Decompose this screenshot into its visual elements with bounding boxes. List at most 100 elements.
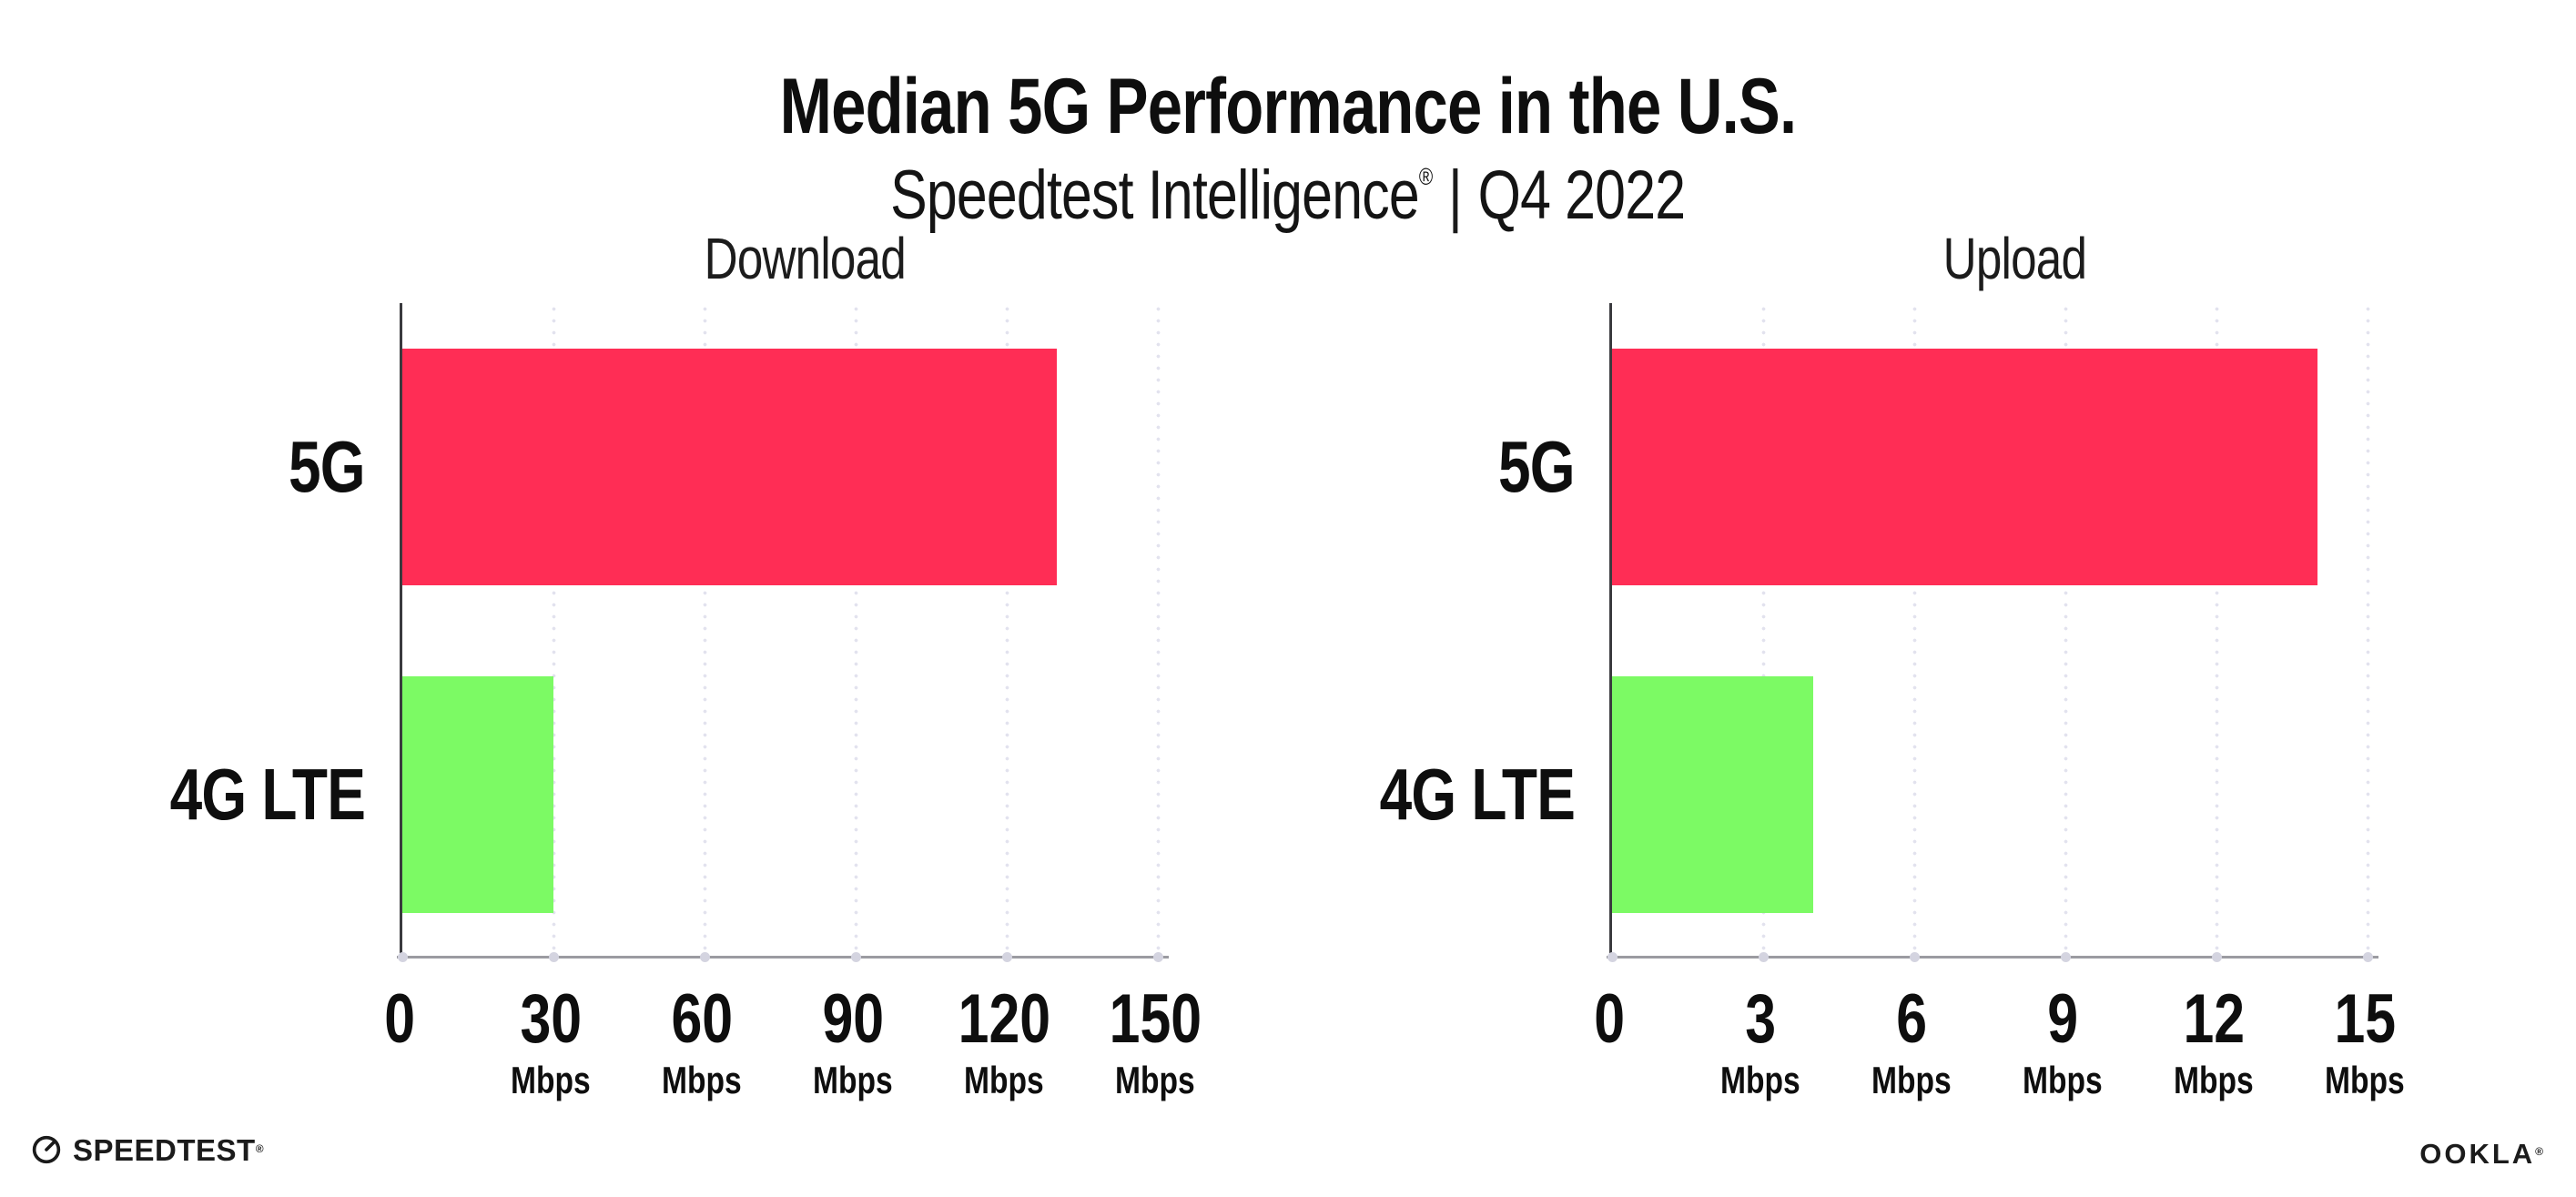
- axis-tick-dot-6: [1910, 952, 1920, 962]
- gridline-90: [854, 303, 858, 957]
- axis-tick-dot-30: [549, 952, 559, 962]
- x-tick-unit-text: Mbps: [813, 1059, 893, 1101]
- x-tick-label-12: 12 Mbps: [2114, 985, 2314, 1100]
- chart-panel-upload: Upload 0 3 Mbps 6 Mbps 9 Mbps 12 Mbps 15 Mbps 5G 4G …: [1209, 218, 2474, 1129]
- x-tick-value: 0: [299, 985, 500, 1054]
- gridline-15: [2366, 303, 2370, 957]
- x-tick-unit-text: Mbps: [662, 1059, 742, 1101]
- x-tick-label-90: 90 Mbps: [753, 985, 953, 1100]
- x-tick-label-30: 30 Mbps: [451, 985, 651, 1100]
- chart-title-upload: Upload: [1637, 229, 2392, 288]
- x-tick-value-text: 150: [1109, 980, 1202, 1058]
- axis-tick-dot-60: [700, 952, 710, 962]
- x-tick-value: 0: [1509, 985, 1709, 1054]
- category-label-text: 5G: [1498, 426, 1576, 507]
- x-tick-unit: Mbps: [1660, 1061, 1861, 1100]
- gauge-icon: [32, 1135, 61, 1164]
- x-tick-value-text: 30: [520, 980, 582, 1058]
- x-tick-value: 15: [2265, 985, 2465, 1054]
- axis-tick-dot-0: [1607, 952, 1618, 962]
- axis-tick-dot-3: [1759, 952, 1769, 962]
- axis-tick-dot-9: [2061, 952, 2071, 962]
- x-tick-value-text: 60: [671, 980, 733, 1058]
- x-tick-value-text: 15: [2334, 980, 2396, 1058]
- category-label-5g: 5G: [1209, 425, 1576, 509]
- category-label-5g: 5G: [0, 425, 366, 509]
- x-tick-value: 6: [1811, 985, 2012, 1054]
- x-tick-label-3: 3 Mbps: [1660, 985, 1861, 1100]
- ookla-logo-text: OOKLA®: [2419, 1138, 2546, 1170]
- x-tick-value: 120: [904, 985, 1104, 1054]
- category-label-text: 4G LTE: [1379, 754, 1576, 835]
- x-tick-label-60: 60 Mbps: [602, 985, 802, 1100]
- x-tick-unit: Mbps: [2265, 1061, 2465, 1100]
- subtitle-separator: |: [1448, 157, 1463, 235]
- x-tick-unit-text: Mbps: [1115, 1059, 1195, 1101]
- x-tick-value-text: 9: [2047, 980, 2078, 1058]
- category-label-4g-lte: 4G LTE: [1209, 753, 1576, 837]
- registered-trademark-icon: ®: [1419, 163, 1433, 191]
- x-tick-value: 90: [753, 985, 953, 1054]
- x-tick-value: 30: [451, 985, 651, 1054]
- chart-panel-download: Download 0 30 Mbps 60 Mbps 90 Mbps 120 Mbps 150 Mb…: [0, 218, 1264, 1129]
- x-tick-label-15: 15 Mbps: [2265, 985, 2465, 1100]
- category-label-4g-lte: 4G LTE: [0, 753, 366, 837]
- gridline-3: [1761, 303, 1766, 957]
- subtitle-product: Speedtest Intelligence: [890, 157, 1420, 235]
- x-tick-unit-text: Mbps: [2174, 1059, 2254, 1101]
- x-tick-unit-text: Mbps: [511, 1059, 591, 1101]
- x-tick-value-text: 6: [1896, 980, 1927, 1058]
- x-tick-unit: Mbps: [451, 1061, 651, 1100]
- x-tick-unit: Mbps: [904, 1061, 1104, 1100]
- x-tick-unit-text: Mbps: [1720, 1059, 1800, 1101]
- page-subtitle-text: Speedtest Intelligence® | Q4 2022: [890, 157, 1686, 235]
- x-tick-label-150: 150 Mbps: [1055, 985, 1255, 1100]
- x-tick-unit-text: Mbps: [1871, 1059, 1952, 1101]
- chart-title-text: Upload: [1942, 226, 2086, 291]
- x-tick-unit: Mbps: [753, 1061, 953, 1100]
- x-tick-label-6: 6 Mbps: [1811, 985, 2012, 1100]
- x-tick-value-text: 120: [958, 980, 1050, 1058]
- gridline-30: [552, 303, 556, 957]
- page-subtitle: Speedtest Intelligence® | Q4 2022: [0, 159, 2576, 231]
- x-tick-value-text: 12: [2183, 980, 2245, 1058]
- bar-5g: [1612, 349, 2317, 585]
- gridline-120: [1005, 303, 1009, 957]
- x-tick-unit-text: Mbps: [964, 1059, 1044, 1101]
- x-axis-line: [397, 956, 1169, 959]
- speedtest-trademark-icon: ®: [255, 1141, 265, 1155]
- x-tick-value: 9: [1962, 985, 2163, 1054]
- page-title: Median 5G Performance in the U.S.: [0, 67, 2576, 146]
- category-label-text: 4G LTE: [169, 754, 366, 835]
- x-tick-unit: Mbps: [1055, 1061, 1255, 1100]
- axis-tick-dot-90: [851, 952, 861, 962]
- x-tick-label-0: 0: [299, 985, 500, 1054]
- axis-tick-dot-120: [1002, 952, 1012, 962]
- x-tick-value-text: 0: [1594, 980, 1625, 1058]
- gridline-12: [2215, 303, 2219, 957]
- x-tick-label-120: 120 Mbps: [904, 985, 1104, 1100]
- x-tick-unit-text: Mbps: [2023, 1059, 2103, 1101]
- gridline-9: [2064, 303, 2068, 957]
- plot-area: [1607, 303, 2378, 962]
- x-tick-value-text: 90: [822, 980, 884, 1058]
- x-tick-value: 3: [1660, 985, 1861, 1054]
- x-tick-value: 12: [2114, 985, 2314, 1054]
- ookla-trademark-icon: ®: [2535, 1145, 2546, 1158]
- axis-tick-dot-150: [1153, 952, 1163, 962]
- gridline-150: [1156, 303, 1161, 957]
- x-tick-value-text: 3: [1745, 980, 1776, 1058]
- gridline-60: [703, 303, 707, 957]
- subtitle-period: Q4 2022: [1477, 157, 1686, 235]
- x-tick-label-0: 0: [1509, 985, 1709, 1054]
- x-tick-unit: Mbps: [2114, 1061, 2314, 1100]
- x-tick-label-9: 9 Mbps: [1962, 985, 2163, 1100]
- bar-4g-lte: [402, 676, 553, 913]
- x-axis-line: [1607, 956, 2378, 959]
- x-tick-unit: Mbps: [1811, 1061, 2012, 1100]
- page-title-text: Median 5G Performance in the U.S.: [779, 62, 1798, 150]
- chart-title-text: Download: [704, 226, 906, 291]
- bar-5g: [402, 349, 1058, 585]
- gridline-6: [1912, 303, 1917, 957]
